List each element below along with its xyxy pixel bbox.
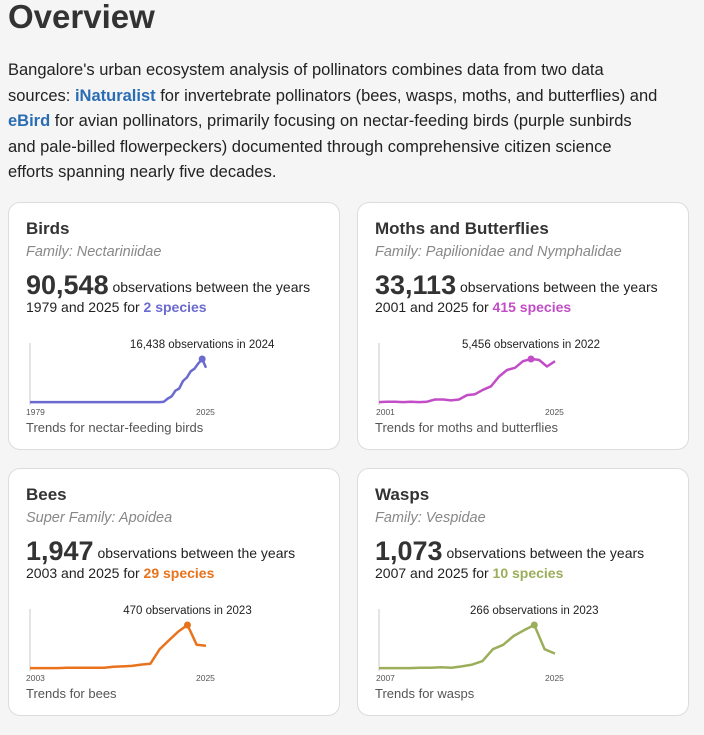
intro-text-3: for avian pollinators, primarily focusin… bbox=[8, 112, 632, 181]
card-bees: Bees Super Family: Apoidea 1,947 observa… bbox=[8, 468, 340, 716]
trend-line bbox=[378, 357, 556, 404]
card-family: Family: Nectariniidae bbox=[26, 244, 162, 260]
intro-text-2: for invertebrate pollinators (bees, wasp… bbox=[155, 86, 658, 105]
page-title: Overview bbox=[8, 0, 155, 35]
peak-marker bbox=[530, 621, 538, 629]
card-caption: Trends for wasps bbox=[375, 686, 475, 701]
card-caption: Trends for bees bbox=[26, 686, 117, 701]
trend-sparkline bbox=[378, 609, 556, 671]
stats-text-2: 2007 and 2025 for bbox=[375, 565, 493, 581]
peak-label: 5,456 observations in 2022 bbox=[461, 339, 601, 351]
card-title: Moths and Butterflies bbox=[375, 219, 549, 238]
start-year-label: 2007 bbox=[376, 673, 395, 683]
stats-text-1: observations between the years bbox=[456, 279, 658, 295]
card-caption: Trends for nectar-feeding birds bbox=[26, 420, 204, 435]
card-stats: 33,113 observations between the years 200… bbox=[375, 272, 685, 317]
observation-count: 1,073 bbox=[375, 536, 443, 566]
trend-line bbox=[30, 623, 207, 670]
card-caption: Trends for moths and butterflies bbox=[375, 420, 559, 435]
start-year-label: 2003 bbox=[26, 673, 45, 683]
species-count: 415 species bbox=[492, 299, 572, 315]
trend-sparkline bbox=[29, 343, 208, 405]
peak-marker bbox=[527, 355, 535, 363]
trend-sparkline bbox=[378, 343, 556, 405]
end-year-label: 2025 bbox=[196, 407, 215, 417]
card-title: Bees bbox=[26, 485, 67, 504]
stats-text-2: 2003 and 2025 for bbox=[26, 565, 144, 581]
observation-count: 33,113 bbox=[375, 270, 457, 300]
trend-sparkline bbox=[29, 609, 207, 671]
card-family: Family: Papilionidae and Nymphalidae bbox=[375, 244, 622, 260]
card-stats: 1,947 observations between the years 2003… bbox=[26, 538, 336, 583]
peak-label: 16,438 observations in 2024 bbox=[129, 339, 275, 351]
stats-text-1: observations between the years bbox=[108, 279, 311, 295]
card-birds: Birds Family: Nectariniidae 90,548 obser… bbox=[8, 202, 340, 450]
end-year-label: 2025 bbox=[545, 407, 564, 417]
species-count: 10 species bbox=[492, 565, 564, 581]
start-year-label: 1979 bbox=[26, 407, 45, 417]
card-stats: 90,548 observations between the years 197… bbox=[26, 272, 336, 317]
end-year-label: 2025 bbox=[196, 673, 215, 683]
species-count: 2 species bbox=[143, 299, 207, 315]
card-moths-butterflies: Moths and Butterflies Family: Papilionid… bbox=[357, 202, 689, 450]
card-family: Family: Vespidae bbox=[375, 510, 486, 526]
card-family: Super Family: Apoidea bbox=[26, 510, 173, 526]
card-stats: 1,073 observations between the years 2007… bbox=[375, 538, 685, 583]
end-year-label: 2025 bbox=[545, 673, 564, 683]
card-title: Wasps bbox=[375, 485, 430, 504]
intro-paragraph: Bangalore's urban ecosystem analysis of … bbox=[8, 58, 658, 186]
peak-label: 266 observations in 2023 bbox=[470, 605, 599, 617]
intro-text-1: Bangalore's urban ecosystem analysis of … bbox=[8, 61, 604, 105]
start-year-label: 2001 bbox=[376, 407, 395, 417]
trend-line bbox=[379, 623, 556, 670]
peak-marker bbox=[183, 621, 191, 629]
card-wasps: Wasps Family: Vespidae 1,073 observation… bbox=[357, 468, 689, 716]
card-title: Birds bbox=[26, 219, 70, 238]
stats-text-2: 1979 and 2025 for bbox=[26, 299, 144, 315]
stats-text-1: observations between the years bbox=[93, 545, 296, 561]
peak-marker bbox=[198, 355, 206, 363]
observation-count: 1,947 bbox=[26, 536, 94, 566]
species-count: 29 species bbox=[143, 565, 215, 581]
stats-text-1: observations between the years bbox=[442, 545, 645, 561]
inaturalist-link[interactable]: iNaturalist bbox=[74, 86, 156, 105]
stats-text-2: 2001 and 2025 for bbox=[375, 299, 493, 315]
trend-line bbox=[30, 357, 208, 404]
observation-count: 90,548 bbox=[26, 270, 109, 300]
ebird-link[interactable]: eBird bbox=[8, 112, 51, 130]
peak-label: 470 observations in 2023 bbox=[123, 605, 252, 617]
